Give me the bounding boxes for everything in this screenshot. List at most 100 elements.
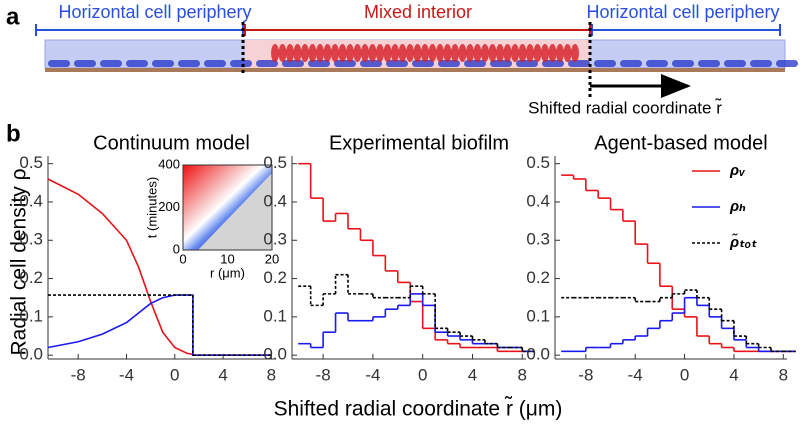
region-label: Mixed interior xyxy=(364,2,472,22)
region-label: Horizontal cell periphery xyxy=(58,2,251,22)
inset-tick-label: 10 xyxy=(220,251,234,266)
x-tick-label: -8 xyxy=(578,365,593,384)
y-tick-label: 0.5 xyxy=(19,153,43,172)
x-tick-label: 0 xyxy=(170,365,179,384)
chart-title: Agent-based model xyxy=(594,132,767,154)
bracket xyxy=(244,24,591,36)
cell xyxy=(152,60,174,67)
cell xyxy=(413,44,422,62)
region-label: Horizontal cell periphery xyxy=(586,2,779,22)
cell xyxy=(293,44,302,62)
cell xyxy=(672,60,694,67)
cells xyxy=(48,44,798,67)
cell xyxy=(516,60,538,67)
cell xyxy=(301,44,309,62)
cell xyxy=(496,44,504,62)
y-tick-label: 0.1 xyxy=(19,306,43,325)
cell xyxy=(646,60,668,67)
legend-label: ρ̃ₜₒₜ xyxy=(729,233,757,251)
cell xyxy=(503,44,512,62)
cell xyxy=(361,44,369,62)
inset-x-label: r (μm) xyxy=(210,265,245,280)
y-tick-label: 0.3 xyxy=(526,230,550,249)
cell xyxy=(386,60,408,67)
cell xyxy=(698,60,720,67)
y-tick-label: 0.4 xyxy=(526,191,550,210)
y-tick-label: 0.4 xyxy=(263,191,287,210)
cell xyxy=(464,60,486,67)
cell xyxy=(724,60,746,67)
x-tick-label: 0 xyxy=(418,365,427,384)
cell xyxy=(368,44,377,62)
y-tick-label: 0.5 xyxy=(526,153,550,172)
cell xyxy=(282,60,304,67)
cell xyxy=(383,44,392,62)
cell xyxy=(776,60,798,67)
cell xyxy=(451,44,459,62)
cell xyxy=(563,44,572,62)
cell xyxy=(278,44,287,62)
cell xyxy=(526,44,534,62)
cell xyxy=(353,44,362,62)
cell xyxy=(421,44,429,62)
cell xyxy=(466,44,474,62)
cell xyxy=(488,44,497,62)
y-tick-label: 0.5 xyxy=(263,153,287,172)
line xyxy=(47,294,272,356)
x-tick-label: -8 xyxy=(71,365,86,384)
inset-tick-label: 200 xyxy=(158,199,180,214)
line xyxy=(48,294,272,356)
inset-tick-label: 0 xyxy=(179,251,186,266)
cell xyxy=(436,44,444,62)
chart-title: Continuum model xyxy=(93,132,250,154)
x-tick-label: 8 xyxy=(518,365,527,384)
inset-tick-label: 400 xyxy=(158,156,180,171)
y-tick-label: 0.0 xyxy=(19,345,43,364)
cell xyxy=(346,44,354,62)
cell xyxy=(308,44,317,62)
cell xyxy=(542,60,564,67)
cell xyxy=(533,44,542,62)
cell xyxy=(490,60,512,67)
cell xyxy=(406,44,414,62)
x-tick-label: -8 xyxy=(316,365,331,384)
cell xyxy=(256,60,278,67)
x-tick-label: -4 xyxy=(365,365,380,384)
cell xyxy=(511,44,519,62)
cell xyxy=(308,60,330,67)
substrate xyxy=(45,68,785,72)
cell xyxy=(473,44,482,62)
y-tick-label: 0.0 xyxy=(263,345,287,364)
cell xyxy=(620,60,642,67)
cell xyxy=(323,44,332,62)
legend-label: ρₕ xyxy=(729,198,746,215)
y-tick-label: 0.1 xyxy=(263,306,287,325)
inset-tick-label: 20 xyxy=(265,251,279,266)
y-tick-label: 0.2 xyxy=(263,268,287,287)
y-axis-label: Radial cell density ρ xyxy=(8,168,31,355)
y-tick-label: 0.3 xyxy=(263,230,287,249)
panel-label: b xyxy=(6,120,21,147)
cell xyxy=(412,60,434,67)
x-tick-label: 0 xyxy=(680,365,689,384)
inset-y-label: t (minutes) xyxy=(144,177,159,238)
cell xyxy=(178,60,200,67)
cell xyxy=(331,44,339,62)
cell xyxy=(518,44,527,62)
arrow-label: Shifted radial coordinate r̃ xyxy=(528,97,722,117)
cell xyxy=(594,60,616,67)
x-tick-label: -4 xyxy=(628,365,643,384)
cell xyxy=(750,60,772,67)
cell xyxy=(481,44,489,62)
cell xyxy=(316,44,324,62)
x-tick-label: 4 xyxy=(468,365,477,384)
bracket xyxy=(35,24,244,36)
cell xyxy=(568,60,590,67)
cell xyxy=(48,60,70,67)
x-tick-label: 8 xyxy=(779,365,788,384)
bracket xyxy=(591,24,781,36)
inset-frame xyxy=(182,164,273,251)
cell xyxy=(271,44,279,62)
y-tick-label: 0.2 xyxy=(526,268,550,287)
cell xyxy=(126,60,148,67)
